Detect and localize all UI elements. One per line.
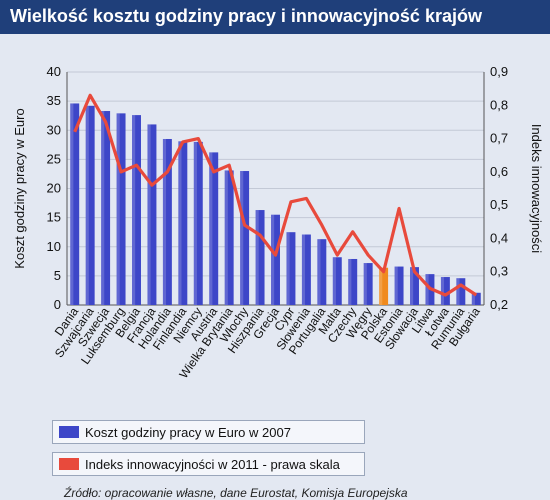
y2-tick-label: 0,4 <box>490 230 508 245</box>
y-tick-label: 30 <box>47 122 61 137</box>
bar-highlight <box>116 113 120 305</box>
bar <box>363 263 373 305</box>
bar <box>224 170 234 305</box>
bar-highlight <box>317 239 321 305</box>
bar-highlight <box>70 103 74 305</box>
chart-title: Wielkość kosztu godziny pracy i innowacy… <box>10 6 482 26</box>
bar <box>286 232 296 305</box>
y2-tick-label: 0,7 <box>490 131 508 146</box>
y2-tick-label: 0,2 <box>490 297 508 312</box>
bar <box>348 258 358 305</box>
bar <box>410 267 419 305</box>
bar-highlight <box>425 274 429 305</box>
bar-highlight <box>456 278 460 305</box>
bar <box>178 141 188 305</box>
bar <box>440 277 450 305</box>
bar-highlight <box>363 263 367 305</box>
bar <box>456 278 466 305</box>
bar <box>101 111 111 305</box>
bar <box>193 141 203 305</box>
y-tick-label: 35 <box>47 93 61 108</box>
y2-tick-label: 0,9 <box>490 64 508 79</box>
y2-tick-label: 0,3 <box>490 264 508 279</box>
y-axis-title: Koszt godziny pracy w Euro <box>12 108 27 268</box>
bar-highlight <box>193 141 197 305</box>
y-tick-label: 10 <box>47 239 61 254</box>
bar <box>116 113 126 305</box>
bar <box>209 152 219 305</box>
y2-axis-title: Indeks innowacyjności <box>529 124 544 253</box>
bar <box>394 266 404 305</box>
bar <box>332 257 342 305</box>
bar-highlight <box>440 277 445 305</box>
combo-chart: 0 5 10 15 20 25 30 35 40 0,2 0,3 0,4 0,5 0,6 0,7 0,8 0,9… <box>12 64 544 381</box>
bar-highlight <box>286 232 290 305</box>
y-tick-label: 15 <box>47 210 61 225</box>
legend-item-line: Indeks innowacyjności w 2011 - prawa ska… <box>52 452 365 476</box>
y-tick-label: 25 <box>47 151 61 166</box>
bar-highlight <box>162 138 167 305</box>
legend-item-bar: Koszt godziny pracy w Euro w 2007 <box>52 420 365 444</box>
legend-label-bar: Koszt godziny pracy w Euro w 2007 <box>85 424 291 440</box>
bar <box>255 210 265 305</box>
bar <box>70 103 80 305</box>
chart-header: Wielkość kosztu godziny pracy i innowacy… <box>0 0 550 34</box>
bar-highlight <box>85 105 89 305</box>
bar <box>147 124 157 305</box>
bar-highlight <box>394 266 398 305</box>
legend-label-line: Indeks innowacyjności w 2011 - prawa ska… <box>85 456 340 472</box>
bar-highlight <box>379 267 383 305</box>
bar-highlight <box>132 115 136 305</box>
bar-highlight <box>209 152 213 305</box>
bar <box>301 234 311 305</box>
bar <box>85 105 95 305</box>
bar <box>162 138 172 305</box>
bar <box>132 115 141 305</box>
y2-tick-label: 0,6 <box>490 164 508 179</box>
bar-highlight <box>301 234 306 305</box>
y2-tick-label: 0,8 <box>490 97 508 112</box>
bar <box>317 239 327 305</box>
bar-highlight <box>410 267 414 305</box>
bar-highlight <box>271 214 275 305</box>
y2-tick-label: 0,5 <box>490 197 508 212</box>
bar-highlight <box>255 210 259 305</box>
bar-highlight <box>101 111 105 305</box>
bar <box>240 171 250 305</box>
bar-highlight <box>147 124 151 305</box>
legend: Koszt godziny pracy w Euro w 2007 Indeks… <box>52 420 365 484</box>
bar <box>471 292 481 305</box>
bar-highlight <box>178 141 182 305</box>
bar <box>379 267 389 305</box>
y-tick-label: 5 <box>54 268 61 283</box>
source-note: Źródło: opracowanie własne, dane Eurosta… <box>64 486 408 500</box>
y-tick-label: 20 <box>47 181 61 196</box>
legend-swatch-bar <box>59 426 79 438</box>
bar-highlight <box>224 170 228 305</box>
bar-highlight <box>332 257 336 305</box>
y-tick-label: 0 <box>54 297 61 312</box>
bar-highlight <box>348 258 352 305</box>
legend-swatch-line <box>59 458 79 470</box>
bar-highlight <box>240 171 244 305</box>
y-tick-label: 40 <box>47 64 61 79</box>
bar-highlight <box>471 292 475 305</box>
bar <box>271 214 280 305</box>
chart-area: 0 5 10 15 20 25 30 35 40 0,2 0,3 0,4 0,5 0,6 0,7 0,8 0,9… <box>0 34 550 500</box>
